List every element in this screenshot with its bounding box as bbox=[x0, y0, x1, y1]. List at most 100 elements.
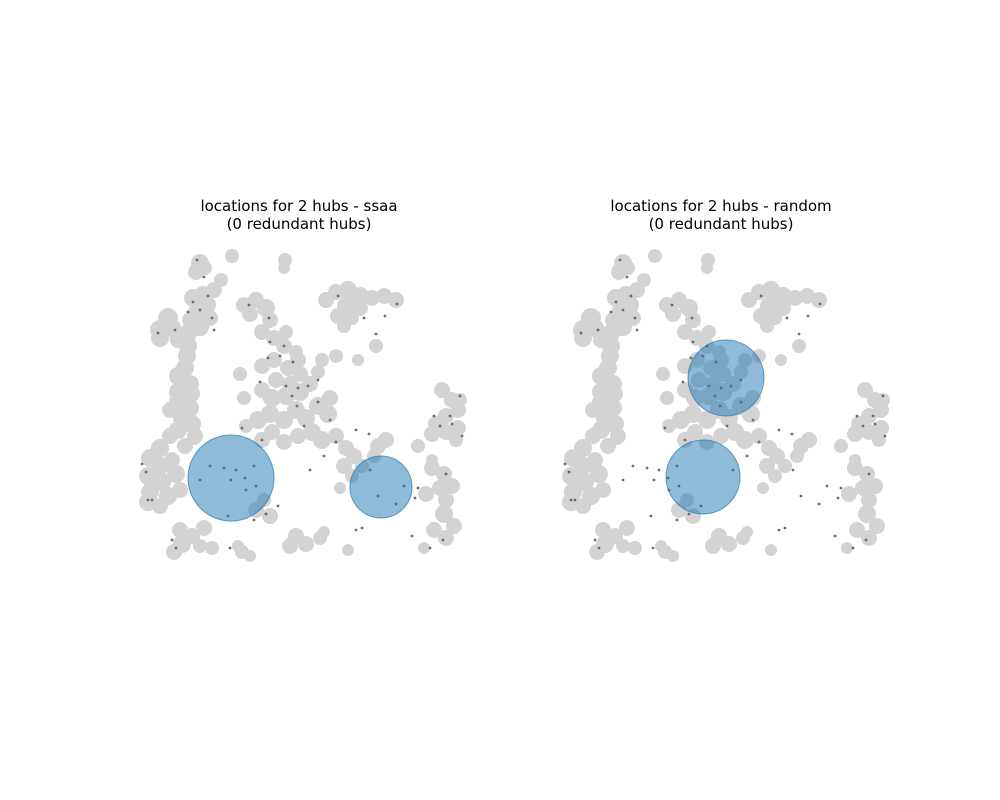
coverage-cell bbox=[164, 452, 180, 468]
demand-point bbox=[240, 426, 244, 430]
coverage-cell bbox=[849, 454, 861, 466]
demand-point bbox=[444, 472, 448, 476]
demand-point bbox=[683, 438, 687, 442]
coverage-cell bbox=[225, 249, 239, 263]
demand-point bbox=[881, 394, 885, 398]
demand-point bbox=[790, 432, 794, 436]
coverage-cell bbox=[792, 339, 806, 353]
demand-point bbox=[284, 384, 288, 388]
demand-point bbox=[593, 538, 597, 542]
coverage-cell bbox=[346, 448, 362, 464]
demand-point bbox=[631, 464, 635, 468]
demand-point bbox=[290, 394, 294, 398]
coverage-cell bbox=[337, 319, 351, 333]
demand-point bbox=[597, 546, 601, 550]
coverage-cell bbox=[438, 530, 454, 546]
demand-point bbox=[264, 512, 268, 516]
coverage-cell bbox=[849, 522, 865, 538]
demand-point bbox=[308, 468, 312, 472]
coverage-cell bbox=[282, 538, 298, 554]
demand-point bbox=[186, 310, 190, 314]
demand-point bbox=[140, 462, 144, 466]
coverage-cell bbox=[184, 289, 202, 307]
coverage-cell bbox=[665, 306, 681, 322]
demand-point bbox=[212, 328, 216, 332]
demand-point bbox=[278, 354, 282, 358]
coverage-cell bbox=[847, 426, 863, 442]
coverage-cell bbox=[352, 354, 364, 366]
coverage-cell bbox=[151, 329, 169, 347]
demand-point bbox=[413, 496, 417, 500]
coverage-cell bbox=[768, 469, 782, 483]
demand-point bbox=[266, 356, 270, 360]
demand-point bbox=[759, 294, 763, 298]
coverage-cell bbox=[587, 452, 603, 468]
coverage-cell bbox=[861, 530, 877, 546]
demand-point bbox=[651, 546, 655, 550]
coverage-cell bbox=[759, 458, 775, 474]
coverage-cell bbox=[233, 367, 247, 381]
demand-point bbox=[629, 294, 633, 298]
coverage-cell bbox=[811, 292, 827, 308]
coverage-cell bbox=[607, 289, 625, 307]
coverage-cell bbox=[159, 487, 177, 505]
panel-title-line2: (0 redundant hubs) bbox=[649, 215, 794, 233]
demand-point bbox=[625, 275, 629, 279]
demand-point bbox=[579, 331, 583, 335]
demand-point bbox=[725, 424, 729, 428]
demand-point bbox=[614, 300, 618, 304]
demand-point bbox=[296, 386, 300, 390]
coverage-cell bbox=[418, 542, 430, 554]
demand-point bbox=[258, 380, 262, 384]
coverage-cell bbox=[435, 505, 453, 523]
demand-point bbox=[302, 424, 306, 428]
demand-point bbox=[328, 418, 332, 422]
demand-point bbox=[563, 462, 567, 466]
coverage-cell bbox=[873, 420, 889, 436]
demand-point bbox=[191, 300, 195, 304]
demand-point bbox=[569, 498, 573, 502]
hub-circle bbox=[349, 455, 413, 519]
coverage-cell bbox=[585, 428, 601, 444]
coverage-cell bbox=[239, 419, 253, 433]
coverage-cell bbox=[318, 526, 330, 538]
demand-point bbox=[360, 526, 364, 530]
panel-title-line2: (0 redundant hubs) bbox=[227, 215, 372, 233]
coverage-cell bbox=[290, 428, 306, 444]
coverage-cell bbox=[184, 386, 200, 402]
coverage-cell bbox=[858, 505, 876, 523]
demand-point bbox=[670, 303, 674, 307]
demand-point bbox=[354, 528, 358, 532]
demand-point bbox=[260, 438, 264, 442]
demand-point bbox=[689, 356, 693, 360]
demand-point bbox=[144, 470, 148, 474]
demand-point bbox=[322, 454, 326, 458]
coverage-cell bbox=[277, 387, 295, 405]
demand-point bbox=[362, 316, 366, 320]
demand-point bbox=[306, 384, 310, 388]
coverage-cell bbox=[193, 539, 207, 553]
coverage-cell bbox=[196, 520, 212, 536]
coverage-cell bbox=[667, 550, 679, 562]
demand-point bbox=[228, 546, 232, 550]
coverage-cell bbox=[328, 428, 344, 444]
demand-point bbox=[806, 314, 810, 318]
demand-point bbox=[621, 478, 625, 482]
demand-point bbox=[458, 394, 462, 398]
coverage-cell bbox=[261, 405, 279, 423]
demand-point bbox=[282, 344, 286, 348]
demand-point bbox=[383, 314, 387, 318]
coverage-cell bbox=[311, 365, 325, 379]
coverage-cell bbox=[841, 542, 853, 554]
hub-circles bbox=[665, 339, 765, 515]
demand-point bbox=[174, 546, 178, 550]
coverage-cell bbox=[450, 420, 466, 436]
coverage-cell bbox=[378, 432, 394, 448]
coverage-cell bbox=[139, 467, 157, 485]
demand-point bbox=[873, 422, 877, 426]
demand-point bbox=[833, 534, 837, 538]
demand-point bbox=[432, 414, 436, 418]
demand-point bbox=[146, 498, 150, 502]
panel-title-line1: locations for 2 hubs - random bbox=[610, 197, 831, 215]
coverage-cell bbox=[172, 522, 188, 538]
